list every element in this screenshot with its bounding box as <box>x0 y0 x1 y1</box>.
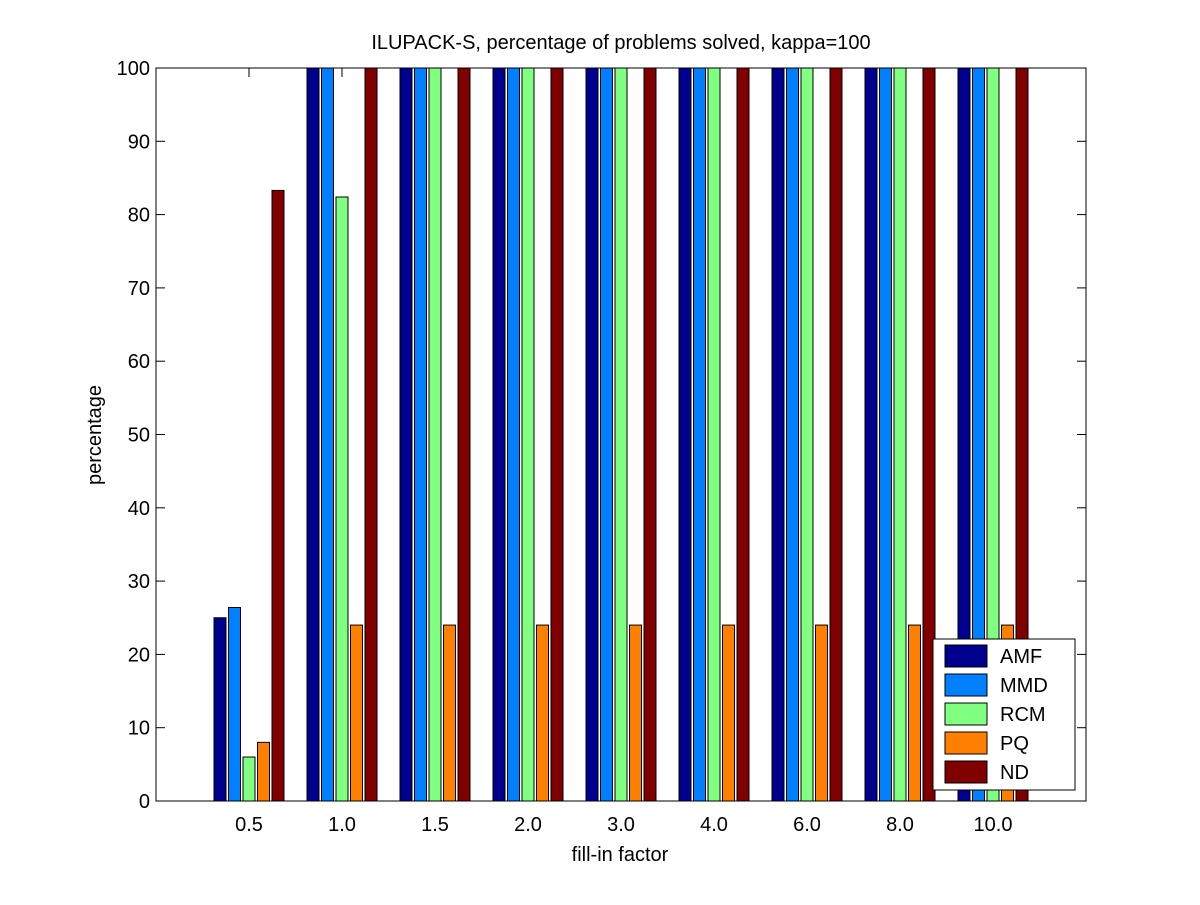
bar-amf-8.0 <box>864 67 878 802</box>
y-axis-label: percentage <box>84 385 106 485</box>
plot-frame <box>155 67 1087 802</box>
bar-pq-2.0 <box>536 624 549 802</box>
bar-nd-3.0 <box>643 67 657 802</box>
bar-nd-2.0 <box>550 67 564 802</box>
legend-swatch-mmd <box>944 673 988 697</box>
bar-nd-6.0 <box>829 67 843 802</box>
bar-rcm-3.0 <box>614 67 628 802</box>
bar-rcm-6.0 <box>800 67 814 802</box>
x-tick-label: 3.0 <box>607 814 635 836</box>
legend: AMF MMD RCM PQ ND <box>932 638 1076 791</box>
bar-mmd-2.0 <box>507 67 520 802</box>
bar-rcm-8.0 <box>893 67 907 802</box>
y-tick-label: 80 <box>128 205 150 227</box>
bar-pq-1.5 <box>443 624 456 802</box>
y-tick-label: 20 <box>128 644 150 666</box>
x-tick-label: 10.0 <box>974 814 1013 836</box>
legend-swatch-pq <box>944 731 988 755</box>
y-tick-label: 70 <box>128 278 150 300</box>
bar-nd-1.5 <box>457 67 471 802</box>
bar-nd-4.0 <box>736 67 750 802</box>
bar-mmd-0.5 <box>228 606 241 802</box>
bar-amf-3.0 <box>585 67 599 802</box>
y-tick-label: 90 <box>128 131 150 153</box>
bar-pq-1.0 <box>350 624 363 802</box>
legend-label-nd: ND <box>1000 762 1029 784</box>
legend-label-mmd: MMD <box>1000 675 1048 697</box>
bar-pq-6.0 <box>815 624 828 802</box>
bar-mmd-8.0 <box>879 67 892 802</box>
bar-amf-0.5 <box>213 617 227 802</box>
x-tick-label: 1.5 <box>421 814 449 836</box>
bar-amf-1.5 <box>399 67 413 802</box>
bar-mmd-3.0 <box>600 67 613 802</box>
chart-title: ILUPACK-S, percentage of problems solved… <box>371 32 870 54</box>
bar-rcm-1.5 <box>428 67 442 802</box>
x-tick-label: 2.0 <box>514 814 542 836</box>
bar-pq-0.5 <box>257 741 270 802</box>
bar-mmd-1.5 <box>414 67 427 802</box>
bar-nd-1.0 <box>364 67 378 802</box>
bar-mmd-4.0 <box>693 67 706 802</box>
y-tick-label: 100 <box>117 58 150 80</box>
y-tick-label: 40 <box>128 498 150 520</box>
x-axis-label: fill-in factor <box>572 844 669 866</box>
y-tick-label: 0 <box>139 791 150 813</box>
bar-amf-2.0 <box>492 67 506 802</box>
bar-nd-0.5 <box>271 189 285 802</box>
legend-swatch-rcm <box>944 702 988 726</box>
bar-pq-8.0 <box>908 624 921 802</box>
x-tick-label: 0.5 <box>235 814 263 836</box>
legend-label-pq: PQ <box>1000 733 1029 755</box>
legend-swatch-amf <box>944 644 988 668</box>
bar-rcm-2.0 <box>521 67 535 802</box>
bar-mmd-6.0 <box>786 67 799 802</box>
y-axis-ticks: 0 10 20 30 40 50 60 70 80 90 100 <box>117 58 1086 813</box>
bar-amf-1.0 <box>306 67 320 802</box>
bar-amf-4.0 <box>678 67 692 802</box>
bar-amf-6.0 <box>771 67 785 802</box>
bar-pq-4.0 <box>722 624 735 802</box>
y-tick-label: 60 <box>128 351 150 373</box>
legend-label-amf: AMF <box>1000 646 1042 668</box>
y-tick-label: 10 <box>128 718 150 740</box>
legend-swatch-nd <box>944 760 988 784</box>
x-tick-label: 1.0 <box>328 814 356 836</box>
bar-pq-3.0 <box>629 624 642 802</box>
y-tick-label: 30 <box>128 571 150 593</box>
y-tick-label: 50 <box>128 425 150 447</box>
x-tick-label: 8.0 <box>886 814 914 836</box>
x-tick-label: 6.0 <box>793 814 821 836</box>
legend-label-rcm: RCM <box>1000 704 1046 726</box>
bar-rcm-4.0 <box>707 67 721 802</box>
bar-rcm-1.0 <box>335 196 349 802</box>
bar-mmd-1.0 <box>321 67 334 802</box>
bar-rcm-0.5 <box>242 756 256 802</box>
x-tick-label: 4.0 <box>700 814 728 836</box>
